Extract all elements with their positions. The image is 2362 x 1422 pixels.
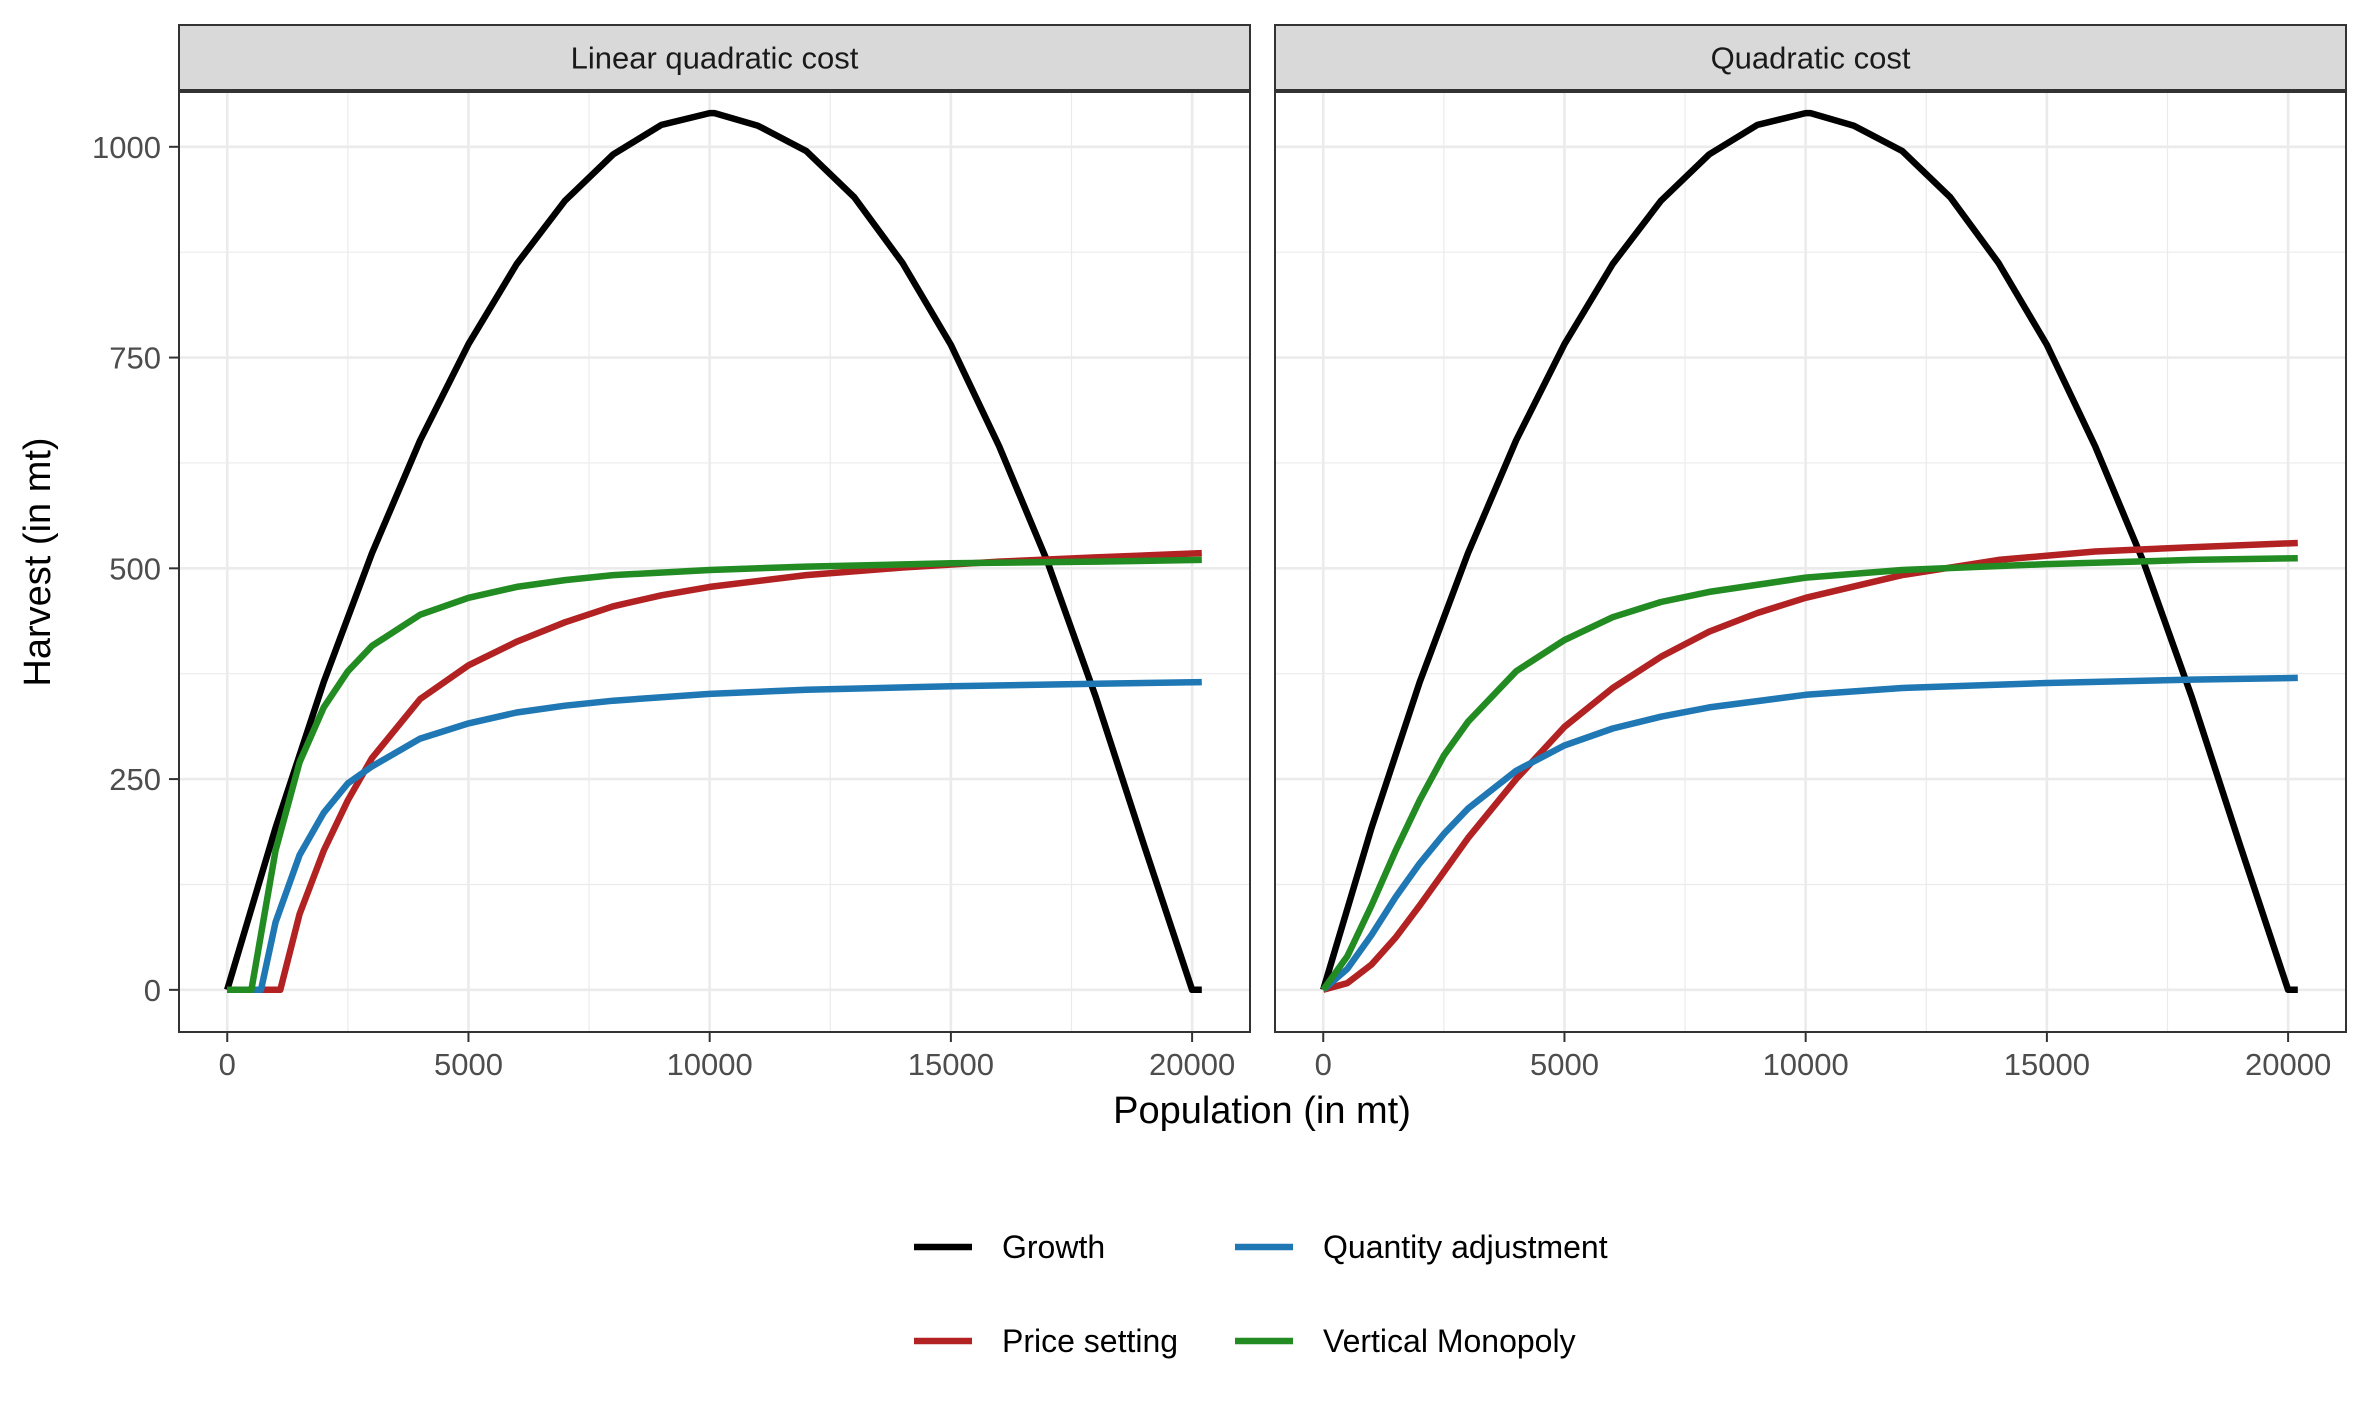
- x-tick-label: 0: [219, 1047, 236, 1082]
- y-tick-label: 750: [109, 341, 161, 376]
- x-tick-label: 0: [1315, 1047, 1332, 1082]
- series-line-vertical-monopoly: [227, 556, 1202, 994]
- y-tick-label: 0: [144, 973, 161, 1008]
- y-tick-label: 1000: [92, 130, 161, 165]
- panel-border: [178, 91, 1251, 1033]
- legend-item-growth: Growth: [914, 1229, 1105, 1265]
- facet-strip-label: Linear quadratic cost: [571, 41, 859, 76]
- legend-label-growth: Growth: [1002, 1229, 1105, 1265]
- x-tick-label: 10000: [667, 1047, 753, 1082]
- series-line-quantity-adjustment: [1321, 674, 2298, 993]
- legend-item-price-setting: Price setting: [914, 1323, 1178, 1359]
- x-axis-title: Population (in mt): [1113, 1090, 1411, 1132]
- legend-label-quantity-adjustment: Quantity adjustment: [1323, 1229, 1608, 1265]
- series-line-growth: [224, 109, 1202, 994]
- x-tick-label: 20000: [2245, 1047, 2331, 1082]
- y-axis-title: Harvest (in mt): [17, 437, 59, 686]
- x-tick-label: 5000: [1530, 1047, 1599, 1082]
- y-tick-label: 500: [109, 551, 161, 586]
- legend-item-quantity-adjustment: Quantity adjustment: [1235, 1229, 1608, 1265]
- series-line-growth: [1320, 109, 2298, 994]
- facet-strip: [178, 24, 1251, 91]
- panel-border: [1274, 91, 2347, 1033]
- x-tick-label: 10000: [1763, 1047, 1849, 1082]
- legend: Growth Quantity adjustment Price setting Ve…: [914, 1229, 1608, 1359]
- legend-label-price-setting: Price setting: [1002, 1323, 1178, 1359]
- x-tick-label: 5000: [434, 1047, 503, 1082]
- legend-item-vertical-monopoly: Vertical Monopoly: [1235, 1323, 1576, 1359]
- facet-strip-label: Quadratic cost: [1711, 41, 1911, 76]
- series-line-price-setting: [1322, 539, 2298, 993]
- series-line-vertical-monopoly: [1320, 554, 2298, 992]
- x-tick-label: 15000: [2004, 1047, 2090, 1082]
- series-line-quantity-adjustment: [227, 678, 1202, 994]
- x-tick-label: 20000: [1149, 1047, 1235, 1082]
- legend-label-vertical-monopoly: Vertical Monopoly: [1323, 1323, 1576, 1359]
- y-tick-label: 250: [109, 762, 161, 797]
- x-tick-label: 15000: [908, 1047, 994, 1082]
- facet-strip: [1274, 24, 2347, 91]
- panel-2: Quadratic cost 0 5000 10000 15000 20000: [1274, 24, 2347, 1082]
